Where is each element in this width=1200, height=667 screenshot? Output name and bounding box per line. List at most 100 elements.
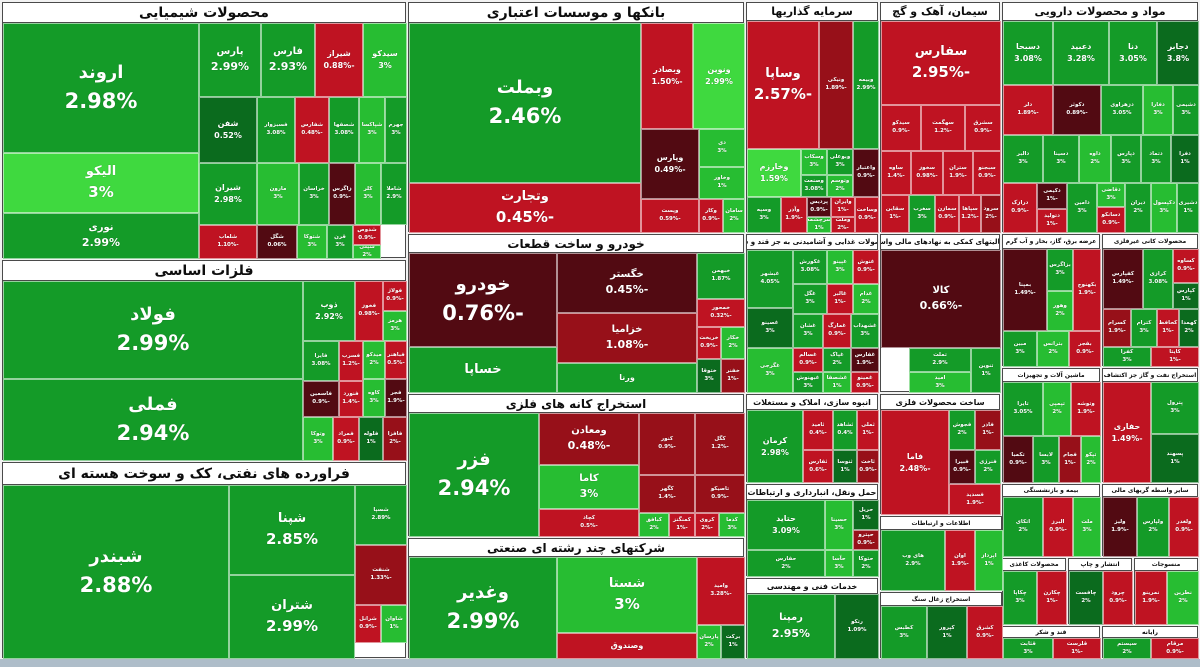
treemap-tile[interactable]: شدوص -0.9% <box>353 225 381 245</box>
treemap-tile[interactable]: وصندوق <box>557 633 697 659</box>
treemap-tile[interactable]: قرن 3% <box>327 225 353 259</box>
treemap-tile[interactable]: تپمپی 2% <box>1043 382 1071 436</box>
treemap-tile[interactable]: شتوکا 3% <box>297 225 327 259</box>
treemap-tile[interactable]: هرمز 3% <box>383 311 407 341</box>
treemap-tile[interactable]: وتوسم 2% <box>827 175 853 197</box>
treemap-tile[interactable]: وساخت -0.9% <box>855 197 879 233</box>
treemap-tile[interactable]: فلوله 1% <box>359 417 383 461</box>
treemap-tile[interactable]: ومعادن -0.48% <box>539 413 639 465</box>
treemap-tile[interactable]: کطبس 3% <box>881 606 927 659</box>
treemap-tile[interactable]: سقاین -1% <box>881 195 909 233</box>
treemap-tile[interactable]: میدکو 2% <box>363 341 385 379</box>
treemap-tile[interactable]: جهرم 3% <box>385 97 407 163</box>
treemap-tile[interactable]: کالا -0.66% <box>881 250 1001 348</box>
treemap-tile[interactable]: دنا 3.05% <box>1109 21 1157 85</box>
treemap-tile[interactable]: غکورش 3.08% <box>793 250 827 284</box>
treemap-tile[interactable]: شپاکسا 3% <box>359 97 385 163</box>
treemap-tile[interactable]: شنفت -1.33% <box>355 545 407 605</box>
treemap-tile[interactable]: چکارن -1% <box>1037 571 1067 625</box>
treemap-tile[interactable]: سیستم 2% <box>1103 638 1151 659</box>
treemap-tile[interactable]: بفجر -0.9% <box>1069 331 1101 367</box>
treemap-tile[interactable]: دپارس 3% <box>1111 135 1141 183</box>
treemap-tile[interactable]: سرچشمه 1% <box>807 217 831 233</box>
treemap-tile[interactable]: دجابر 3.8% <box>1157 21 1199 85</box>
treemap-tile[interactable]: دکپسول 3% <box>1151 183 1177 233</box>
treemap-tile[interactable]: کسرام -1.9% <box>1103 309 1131 347</box>
treemap-tile[interactable]: کحافظ -1% <box>1157 309 1179 347</box>
treemap-tile[interactable]: کبافق 2% <box>639 513 669 537</box>
treemap-tile[interactable]: زاگرس -0.9% <box>329 163 355 225</box>
treemap-tile[interactable]: سغرب 3% <box>909 195 935 233</box>
treemap-tile[interactable]: خفنر -1% <box>721 359 745 393</box>
treemap-tile[interactable]: وملت -2% <box>831 217 855 233</box>
treemap-tile[interactable]: فجر -1.9% <box>385 379 407 417</box>
treemap-tile[interactable]: دکیمی -1% <box>1037 183 1067 209</box>
treemap-tile[interactable]: غگرجی 3% <box>747 348 793 393</box>
treemap-tile[interactable]: اپرداز 1% <box>975 530 1003 591</box>
treemap-tile[interactable]: دتولید -1% <box>1037 209 1067 233</box>
treemap-tile[interactable]: خمحور -0.32% <box>697 299 745 327</box>
treemap-tile[interactable]: ونیکی -1.89% <box>819 21 853 149</box>
treemap-tile[interactable]: پارس 2.99% <box>199 23 261 97</box>
treemap-tile[interactable]: فسبزوار 3.08% <box>257 97 295 163</box>
treemap-tile[interactable]: دشیری 1% <box>1177 183 1199 233</box>
treemap-tile[interactable]: وخاور 1% <box>699 167 745 199</box>
treemap-tile[interactable]: فولاژ -0.9% <box>383 281 407 311</box>
treemap-tile[interactable]: امید 3% <box>909 372 971 393</box>
treemap-tile[interactable]: سفارس -2.95% <box>881 21 1001 105</box>
treemap-tile[interactable]: چافست 2% <box>1069 571 1103 625</box>
treemap-tile[interactable]: شاملا 2.9% <box>381 163 407 225</box>
treemap-tile[interactable]: خساپا <box>409 347 557 393</box>
treemap-tile[interactable]: غفارس -1.9% <box>851 348 879 372</box>
treemap-tile[interactable]: کرازی 3.08% <box>1143 249 1173 309</box>
treemap-tile[interactable]: کایتا -1% <box>1151 347 1199 367</box>
treemap-tile[interactable]: شسپا 2.89% <box>355 485 407 545</box>
treemap-tile[interactable]: دعبید 3.28% <box>1053 21 1109 85</box>
treemap-tile[interactable]: حفاری -1.49% <box>1103 382 1151 483</box>
treemap-tile[interactable]: کگهر -1.4% <box>639 475 695 513</box>
treemap-tile[interactable]: وبملت 2.46% <box>409 23 641 183</box>
treemap-tile[interactable]: وتجارت -0.45% <box>409 183 641 233</box>
treemap-tile[interactable]: وساپا -2.57% <box>747 21 819 149</box>
treemap-tile[interactable]: کروی -2% <box>695 513 719 537</box>
treemap-tile[interactable]: بمپنا -1.49% <box>1003 249 1047 331</box>
treemap-tile[interactable]: پترول 3% <box>1151 382 1199 434</box>
treemap-tile[interactable]: غمینو -0.9% <box>851 372 879 393</box>
treemap-tile[interactable]: شتران 2.99% <box>229 575 355 659</box>
treemap-tile[interactable]: دالبر 3% <box>1003 135 1043 183</box>
treemap-tile[interactable]: وآذر -1.9% <box>781 197 807 233</box>
treemap-tile[interactable]: دیران 2% <box>1125 183 1151 233</box>
treemap-tile[interactable]: کدما 3% <box>719 513 745 537</box>
treemap-tile[interactable]: کلر 3% <box>355 163 381 225</box>
treemap-tile[interactable]: قلرست -1% <box>1053 638 1101 659</box>
treemap-tile[interactable]: حآسا 3% <box>825 550 853 577</box>
treemap-tile[interactable]: چرود -0.9% <box>1103 571 1133 625</box>
treemap-tile[interactable]: چکاپا 3% <box>1003 571 1037 625</box>
treemap-tile[interactable]: دزهراوی 3.05% <box>1101 85 1143 135</box>
treemap-tile[interactable]: وسکاب 3% <box>801 149 827 175</box>
treemap-tile[interactable]: وتوشه -1.9% <box>1071 382 1101 436</box>
treemap-tile[interactable]: غمارگ -0.9% <box>823 314 851 348</box>
treemap-tile[interactable]: فولاد 2.99% <box>3 281 303 379</box>
treemap-tile[interactable]: دسانکو -0.9% <box>1097 207 1125 233</box>
treemap-tile[interactable]: سیدکو -0.9% <box>881 105 921 151</box>
treemap-tile[interactable]: برکت 1% <box>721 625 745 659</box>
treemap-tile[interactable]: فارس 2.93% <box>261 23 315 97</box>
treemap-tile[interactable]: کساوه -0.9% <box>1173 249 1199 283</box>
treemap-tile[interactable]: خراسان 3% <box>299 163 329 225</box>
treemap-tile[interactable]: شستا 3% <box>557 557 697 633</box>
treemap-tile[interactable]: کاما 3% <box>539 465 639 509</box>
treemap-tile[interactable]: تنوین 1% <box>971 348 1001 393</box>
treemap-tile[interactable]: دشیمی 3% <box>1173 85 1199 135</box>
treemap-tile[interactable]: اتکای 2% <box>1003 497 1043 557</box>
treemap-tile[interactable]: ولغدر -0.9% <box>1169 497 1199 557</box>
treemap-tile[interactable]: خبهمن 1.87% <box>697 253 745 299</box>
treemap-tile[interactable]: کمنگنز -1% <box>669 513 695 537</box>
treemap-tile[interactable]: خگستر -0.45% <box>557 253 697 313</box>
treemap-tile[interactable]: دسبحا 3.08% <box>1003 21 1053 85</box>
treemap-tile[interactable]: تایرا 3.05% <box>1003 382 1043 436</box>
treemap-tile[interactable]: ذوب 2.92% <box>303 281 355 341</box>
treemap-tile[interactable]: حسینا 3% <box>825 500 853 550</box>
treemap-tile[interactable]: شاوان 1% <box>381 605 407 643</box>
treemap-tile[interactable]: وسپه 3% <box>747 197 781 233</box>
